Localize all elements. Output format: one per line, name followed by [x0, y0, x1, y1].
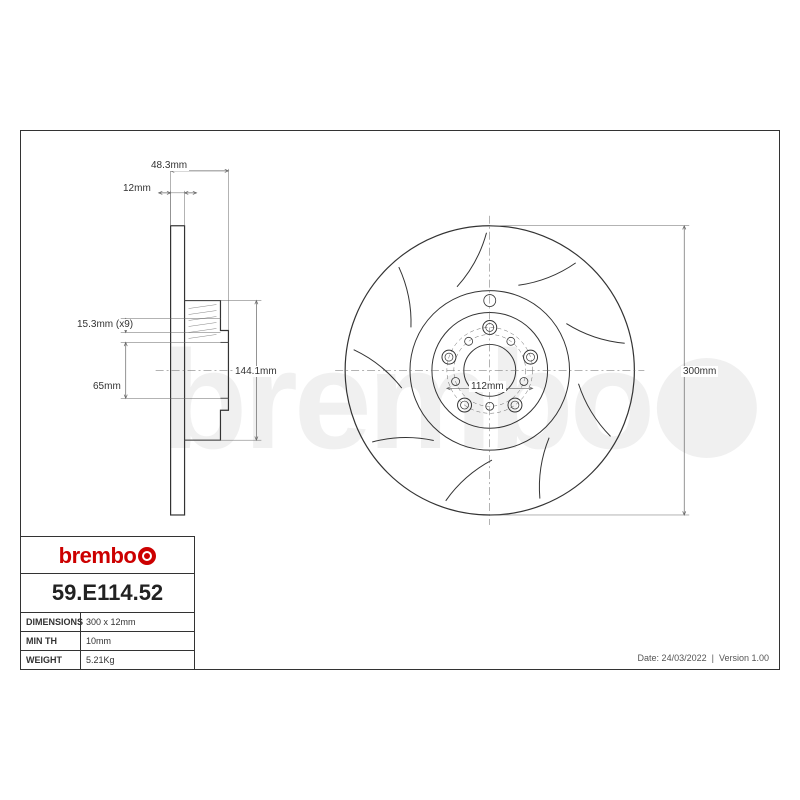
spec-row: MIN TH10mm	[21, 632, 194, 651]
spec-value: 5.21Kg	[81, 651, 194, 669]
drawing-frame: brembo 48.3mm 12mm 15.3mm (x9) 65mm 144.…	[20, 130, 780, 670]
footer-meta: Date: 24/03/2022 | Version 1.00	[638, 653, 769, 663]
info-block: brembo 59.E114.52 DIMENSIONS300 x 12mmMI…	[20, 536, 195, 670]
dim-hat-diameter: 144.1mm	[233, 366, 279, 377]
dim-hub-bore: 65mm	[91, 381, 123, 392]
brand-logo: brembo	[21, 537, 194, 574]
spec-label: MIN TH	[21, 632, 81, 650]
dim-pcd: 112mm	[469, 381, 506, 392]
part-number: 59.E114.52	[21, 574, 194, 613]
dim-section-depth: 48.3mm	[149, 160, 189, 171]
spec-row: DIMENSIONS300 x 12mm	[21, 613, 194, 632]
spec-value: 10mm	[81, 632, 194, 650]
spec-label: WEIGHT	[21, 651, 81, 669]
spec-label: DIMENSIONS	[21, 613, 81, 631]
dim-bolt-hole: 15.3mm (x9)	[75, 319, 135, 330]
dim-outer-diameter: 300mm	[681, 366, 718, 377]
dim-disc-thickness: 12mm	[121, 183, 153, 194]
spec-row: WEIGHT5.21Kg	[21, 651, 194, 669]
spec-value: 300 x 12mm	[81, 613, 194, 631]
